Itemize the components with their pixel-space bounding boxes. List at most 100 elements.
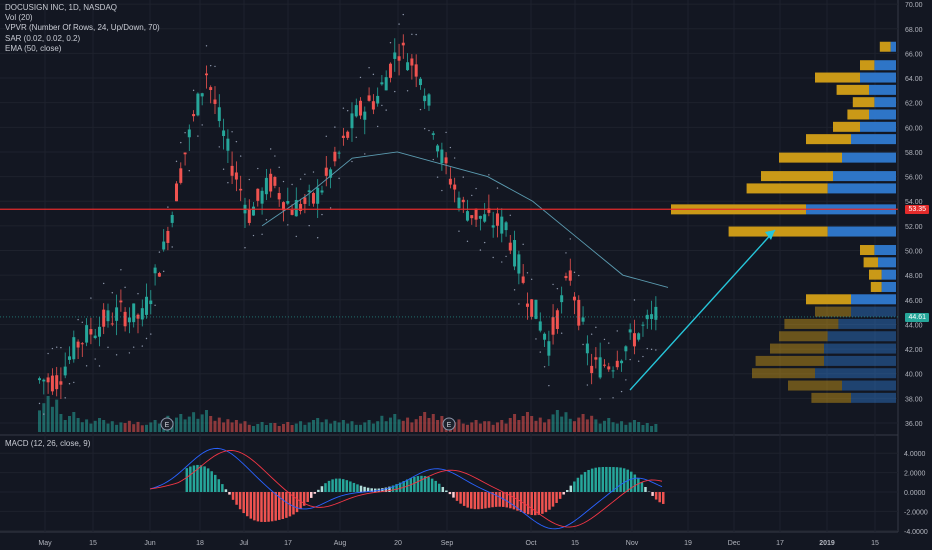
- sar-dot: [642, 355, 644, 358]
- macd-histogram-bar: [505, 492, 509, 508]
- candle-body: [513, 240, 517, 267]
- volume-bar: [187, 416, 191, 432]
- candle-body: [50, 375, 54, 392]
- candle-body: [106, 310, 110, 322]
- volume-bar: [157, 423, 161, 432]
- candle-body: [179, 168, 183, 183]
- sar-dot: [385, 109, 387, 111]
- x-tick-label: 20: [394, 540, 402, 547]
- y-tick-label: 44.00: [905, 322, 923, 329]
- macd-histogram-bar: [594, 467, 597, 492]
- sar-dot: [85, 365, 88, 367]
- sar-dot: [359, 76, 362, 79]
- volume-bar: [239, 423, 243, 432]
- candle-body: [590, 365, 594, 374]
- volume-bar: [393, 414, 397, 432]
- macd-histogram-bar: [334, 478, 338, 492]
- sar-dot: [471, 194, 473, 197]
- macd-tick-label: 2.0000: [904, 471, 926, 478]
- vpvr-down-bar: [815, 306, 851, 317]
- sar-dot: [458, 230, 460, 232]
- macd-histogram-bar: [356, 484, 359, 492]
- x-tick-label: Oct: [526, 540, 537, 547]
- sar-dot: [595, 326, 597, 329]
- candle-body: [465, 211, 469, 221]
- candle-body: [72, 337, 76, 360]
- volume-bar: [346, 423, 350, 432]
- last-price-tag: 44.61: [905, 313, 929, 322]
- candle-body: [234, 172, 238, 180]
- macd-tick-label: 4.0000: [904, 451, 926, 458]
- macd-histogram-bar: [455, 492, 459, 501]
- vpvr-up-bar: [851, 392, 896, 403]
- volume-bar: [436, 420, 440, 432]
- projection-arrow-head: [765, 230, 775, 240]
- macd-histogram-bar: [235, 492, 238, 505]
- candle-body: [149, 300, 153, 305]
- sar-dot: [492, 256, 494, 259]
- candle-body: [543, 333, 547, 340]
- macd-histogram-bar: [221, 484, 224, 492]
- candle-body: [183, 152, 187, 155]
- sar-dot: [423, 128, 426, 130]
- sar-dot: [428, 129, 430, 132]
- candle-body: [290, 209, 294, 215]
- volume-bar: [654, 424, 658, 432]
- sar-dot: [304, 173, 306, 175]
- volume-bar: [423, 412, 427, 432]
- sar-dot: [274, 155, 276, 157]
- volume-bar: [179, 414, 183, 432]
- y-tick-label: 36.00: [905, 421, 923, 428]
- candle-body: [530, 299, 534, 317]
- x-tick-label: 15: [89, 540, 97, 547]
- macd-histogram-bar: [633, 474, 637, 492]
- candle-body: [127, 317, 131, 323]
- macd-histogram-bar: [534, 492, 537, 516]
- candle-body: [410, 58, 414, 66]
- vpvr-down-bar: [870, 281, 882, 292]
- volume-bar: [465, 424, 469, 432]
- vpvr-down-bar: [852, 97, 875, 108]
- candle-body: [350, 113, 354, 129]
- volume-bar: [123, 423, 127, 432]
- candle-body: [67, 356, 71, 360]
- macd-histogram-bar: [548, 492, 551, 510]
- vpvr-down-bar: [806, 134, 851, 145]
- macd-histogram-bar: [608, 466, 612, 492]
- volume-bar: [384, 421, 388, 432]
- sar-dot: [218, 146, 220, 148]
- volume-bar: [76, 418, 80, 432]
- macd-histogram-bar: [281, 492, 285, 520]
- candle-body: [38, 378, 41, 381]
- sar-dot: [132, 346, 135, 348]
- candle-body: [401, 42, 405, 46]
- macd-histogram-bar: [587, 469, 590, 492]
- y-tick-label: 60.00: [905, 125, 923, 132]
- candle-body: [568, 270, 572, 281]
- macd-histogram-bar: [555, 492, 558, 503]
- macd-histogram-bar: [256, 492, 260, 522]
- candle-body: [380, 82, 384, 85]
- macd-histogram-bar: [228, 492, 231, 495]
- sar-dot: [107, 346, 109, 349]
- candle-body: [132, 303, 136, 323]
- candle-body: [320, 190, 324, 193]
- macd-histogram-bar: [438, 483, 441, 492]
- volume-bar: [222, 422, 226, 432]
- volume-bar: [401, 420, 405, 432]
- candle-body: [264, 177, 268, 195]
- volume-bar: [598, 423, 602, 432]
- macd-histogram-bar: [285, 492, 288, 518]
- macd-histogram-bar: [466, 492, 469, 508]
- macd-histogram-bar: [512, 492, 516, 510]
- volume-bar: [38, 410, 41, 432]
- vpvr-down-bar: [811, 392, 851, 403]
- candle-body: [628, 329, 632, 333]
- macd-histogram-bar: [278, 492, 281, 520]
- candle-body: [157, 273, 161, 277]
- sar-dot: [402, 13, 404, 16]
- volume-bar: [564, 412, 568, 432]
- candle-body: [303, 197, 307, 204]
- candle-body: [637, 333, 641, 340]
